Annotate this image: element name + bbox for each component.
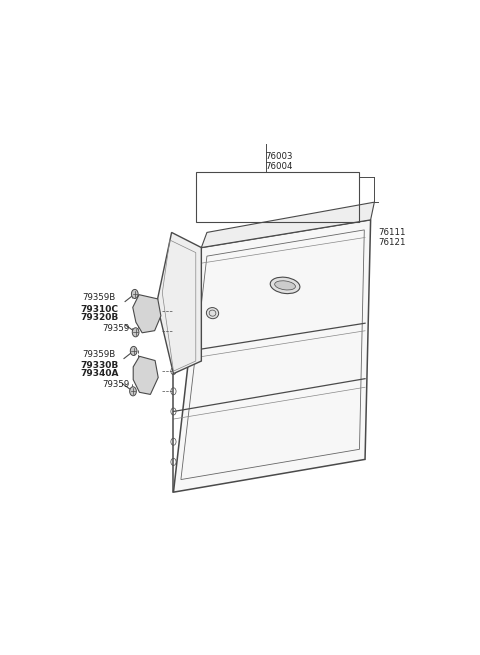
Text: 76121: 76121 [378,238,406,247]
Text: 79340A: 79340A [81,369,119,378]
Text: 76004: 76004 [266,162,293,172]
Polygon shape [133,295,161,333]
Circle shape [130,386,136,396]
Polygon shape [133,356,158,394]
Text: 79359: 79359 [103,381,130,389]
Polygon shape [202,202,374,248]
Text: 76111: 76111 [378,228,406,237]
Circle shape [130,346,137,356]
Bar [196,172,360,222]
Text: 79359B: 79359B [83,293,116,303]
Text: 79320B: 79320B [81,312,119,322]
Polygon shape [173,220,371,492]
Text: 79359: 79359 [103,324,130,333]
Text: 79310C: 79310C [81,305,119,314]
Polygon shape [156,233,202,373]
Text: 79330B: 79330B [81,360,119,369]
Text: 76003: 76003 [266,152,293,161]
Ellipse shape [206,308,219,319]
Circle shape [132,328,139,337]
Ellipse shape [270,277,300,293]
Ellipse shape [275,281,296,290]
Circle shape [132,290,138,299]
Text: 79359B: 79359B [83,350,116,359]
